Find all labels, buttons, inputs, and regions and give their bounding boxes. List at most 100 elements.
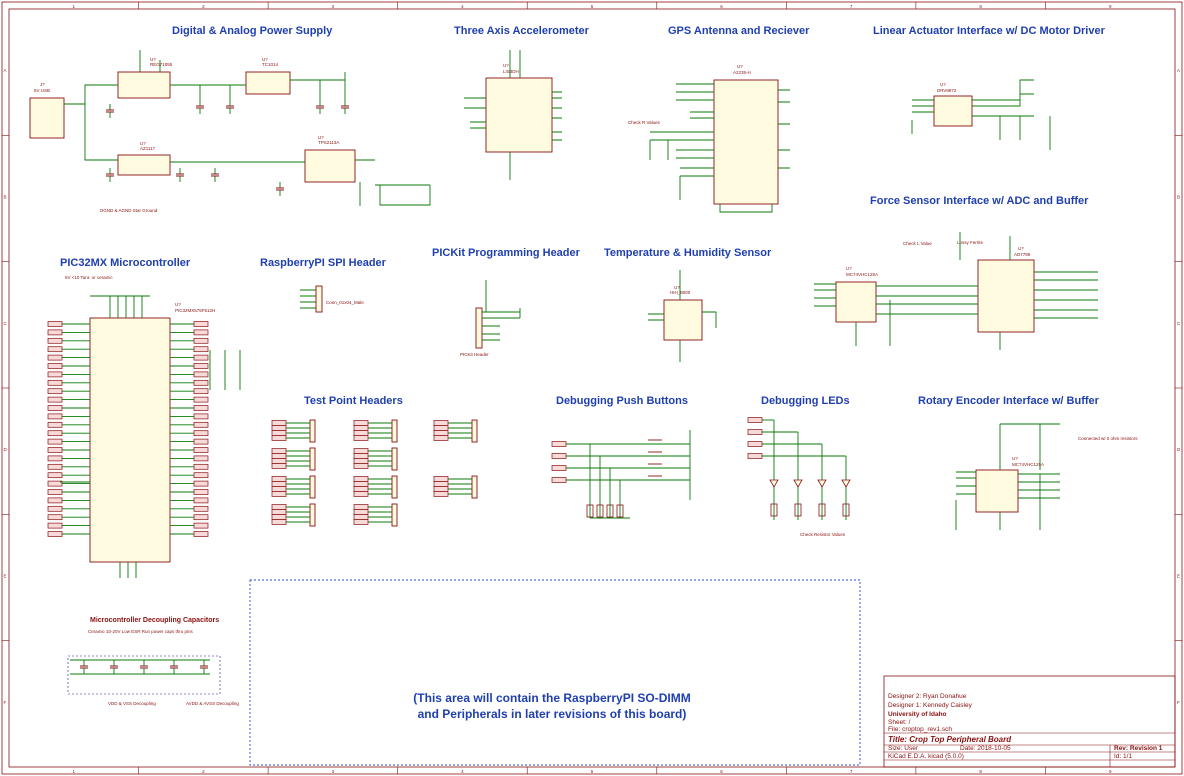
az1117-ref: U? bbox=[140, 141, 146, 146]
net-label-glyph bbox=[193, 497, 209, 504]
placeholder-line2: and Peripherals in later revisions of th… bbox=[418, 707, 687, 721]
net-label-glyph bbox=[271, 481, 287, 487]
reg71055-ref: U? bbox=[150, 57, 156, 62]
net-label-glyph bbox=[551, 453, 567, 459]
section-title-force: Force Sensor Interface w/ ADC and Buffer bbox=[870, 195, 1089, 207]
title-block: Designer 2: Ryan Donahue Designer 1: Ken… bbox=[883, 675, 1176, 768]
net-label-glyph bbox=[47, 430, 63, 437]
net-label-glyph bbox=[551, 477, 567, 483]
section-title-pickit: PICKit Programming Header bbox=[432, 247, 581, 259]
net-label-glyph bbox=[193, 463, 209, 470]
row-label: F bbox=[4, 700, 7, 705]
net-label-glyph bbox=[353, 481, 369, 487]
section-title-decoupling: Microcontroller Decoupling Capacitors bbox=[90, 617, 219, 624]
spi-wires bbox=[300, 289, 316, 309]
net-label-glyph bbox=[747, 417, 763, 423]
led-glyph bbox=[817, 479, 827, 488]
row-label: E bbox=[1177, 574, 1180, 579]
net-label-glyph bbox=[353, 514, 369, 520]
column-label: 2 bbox=[202, 769, 205, 774]
net-label-glyph bbox=[193, 522, 209, 529]
power-capacitors bbox=[106, 100, 349, 196]
actuator-wires bbox=[911, 79, 1051, 150]
row-label: B bbox=[4, 195, 7, 200]
net-label-glyph bbox=[353, 430, 369, 436]
test-headers-block bbox=[271, 419, 478, 527]
encoder-block: MC74VHC125A U? Connected w/ 0 ohm resist… bbox=[955, 423, 1138, 530]
temp-sensor-block: HIH_8000 U? bbox=[648, 270, 717, 362]
section-title-temp: Temperature & Humidity Sensor bbox=[604, 247, 772, 259]
tps2113a-body bbox=[304, 149, 356, 183]
net-label-glyph bbox=[353, 486, 369, 492]
buffer2-value: MC74VHC125A bbox=[1012, 462, 1044, 467]
section-title-power: Digital & Analog Power Supply bbox=[172, 25, 333, 37]
decoupling-block: Ceramic 10-20V Low ESR Run power caps th… bbox=[67, 629, 239, 706]
led-glyph bbox=[841, 479, 851, 488]
net-label-glyph bbox=[47, 371, 63, 378]
net-label-glyph bbox=[193, 447, 209, 453]
section-title-test: Test Point Headers bbox=[304, 395, 403, 407]
net-label-glyph bbox=[47, 329, 63, 336]
led-glyph bbox=[769, 479, 779, 488]
net-label-glyph bbox=[47, 438, 63, 445]
drv8872-value: DRV8872 bbox=[937, 88, 957, 93]
column-label: 1 bbox=[73, 4, 76, 9]
net-label-glyph bbox=[47, 388, 63, 395]
az1117-body bbox=[117, 154, 171, 176]
resistor-glyph bbox=[770, 503, 778, 517]
net-label-glyph bbox=[193, 363, 209, 369]
usb-connector-value: 5V USB bbox=[34, 88, 50, 93]
placeholder-area bbox=[249, 579, 861, 766]
net-label-glyph bbox=[47, 379, 63, 386]
net-label-glyph bbox=[193, 337, 209, 344]
accel-wires bbox=[464, 50, 562, 180]
column-label: 4 bbox=[461, 4, 464, 9]
pickit-wires bbox=[482, 280, 521, 341]
net-label-glyph bbox=[747, 441, 763, 447]
net-label-glyph bbox=[551, 441, 567, 447]
row-label: D bbox=[4, 447, 8, 452]
net-label-glyph bbox=[551, 465, 567, 471]
push-buttons-block bbox=[551, 430, 691, 519]
resistor-glyph bbox=[842, 503, 850, 517]
buffer2-body bbox=[975, 469, 1019, 513]
net-label-glyph bbox=[271, 435, 287, 441]
force-sensor-block: MC74VHC125A U? AD7799 U? Check L Value L… bbox=[814, 232, 1098, 350]
net-label-glyph bbox=[433, 486, 449, 492]
net-label-glyph bbox=[433, 476, 449, 482]
net-label-glyph bbox=[353, 448, 369, 454]
column-label: 2 bbox=[202, 4, 205, 9]
net-label-glyph bbox=[271, 519, 287, 525]
check-r-note: Check R Values bbox=[628, 120, 661, 125]
pickit-connector bbox=[475, 307, 483, 349]
tb-designer2: Designer 2: Ryan Donahue bbox=[888, 693, 967, 700]
net-label-glyph bbox=[47, 480, 63, 487]
row-label: F bbox=[1177, 700, 1180, 705]
tb-id: Id: 1/1 bbox=[1114, 753, 1132, 760]
net-label-glyph bbox=[193, 438, 209, 445]
tb-title: Title: Crop Top Peripheral Board bbox=[888, 735, 1012, 744]
net-label-glyph bbox=[193, 321, 209, 327]
net-label-glyph bbox=[271, 463, 287, 469]
accelerometer-block: LIS3DH U? bbox=[464, 50, 562, 180]
buffer2-ref: U? bbox=[1012, 456, 1018, 461]
debug-leds-block bbox=[747, 417, 851, 520]
lossy-ferrite-note: Lossy Ferrite bbox=[957, 240, 984, 245]
net-label-glyph bbox=[47, 505, 63, 512]
test-header-connector bbox=[471, 475, 478, 499]
net-label-glyph bbox=[47, 455, 63, 462]
column-label: 9 bbox=[1109, 769, 1112, 774]
test-header-connector bbox=[309, 475, 316, 499]
net-label-glyph bbox=[193, 405, 209, 411]
column-label: 7 bbox=[850, 769, 853, 774]
az1117-value: AZ1117 bbox=[140, 146, 156, 151]
net-label-glyph bbox=[47, 421, 63, 428]
net-label-glyph bbox=[271, 504, 287, 510]
resistor-glyph bbox=[794, 503, 802, 517]
row-label: C bbox=[4, 321, 8, 326]
buffer1-ref: U? bbox=[846, 266, 852, 271]
net-label-glyph bbox=[271, 491, 287, 497]
tb-org: University of Idaho bbox=[888, 711, 947, 718]
net-label-glyph bbox=[353, 519, 369, 525]
